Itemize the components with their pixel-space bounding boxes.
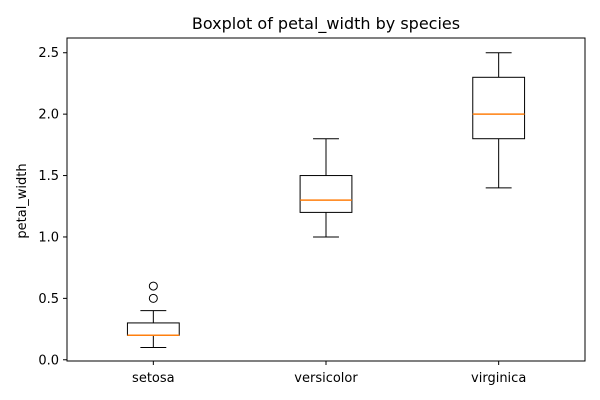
x-tick-label: setosa	[132, 371, 175, 386]
box-virginica	[472, 76, 526, 140]
chart-title: Boxplot of petal_width by species	[192, 14, 460, 34]
plot-area: 0.0 0.5 1.0 1.5 2.0 2.5 setosa versicolor virgin…	[38, 37, 586, 386]
y-tick-label: 2.5	[38, 46, 59, 61]
box-setosa	[126, 322, 180, 336]
x-tick-label: versicolor	[294, 371, 358, 386]
y-axis-label: petal_width	[15, 163, 30, 238]
x-tick-label: virginica	[471, 371, 526, 386]
y-tick-label: 1.5	[38, 169, 59, 184]
y-tick-label: 1.0	[38, 230, 59, 245]
y-tick-label: 0.0	[38, 353, 59, 368]
outlier-point	[148, 281, 158, 291]
y-tick-label: 0.5	[38, 292, 59, 307]
outlier-point	[148, 293, 158, 303]
y-tick-label: 2.0	[38, 108, 59, 123]
box-versicolor	[299, 175, 353, 213]
